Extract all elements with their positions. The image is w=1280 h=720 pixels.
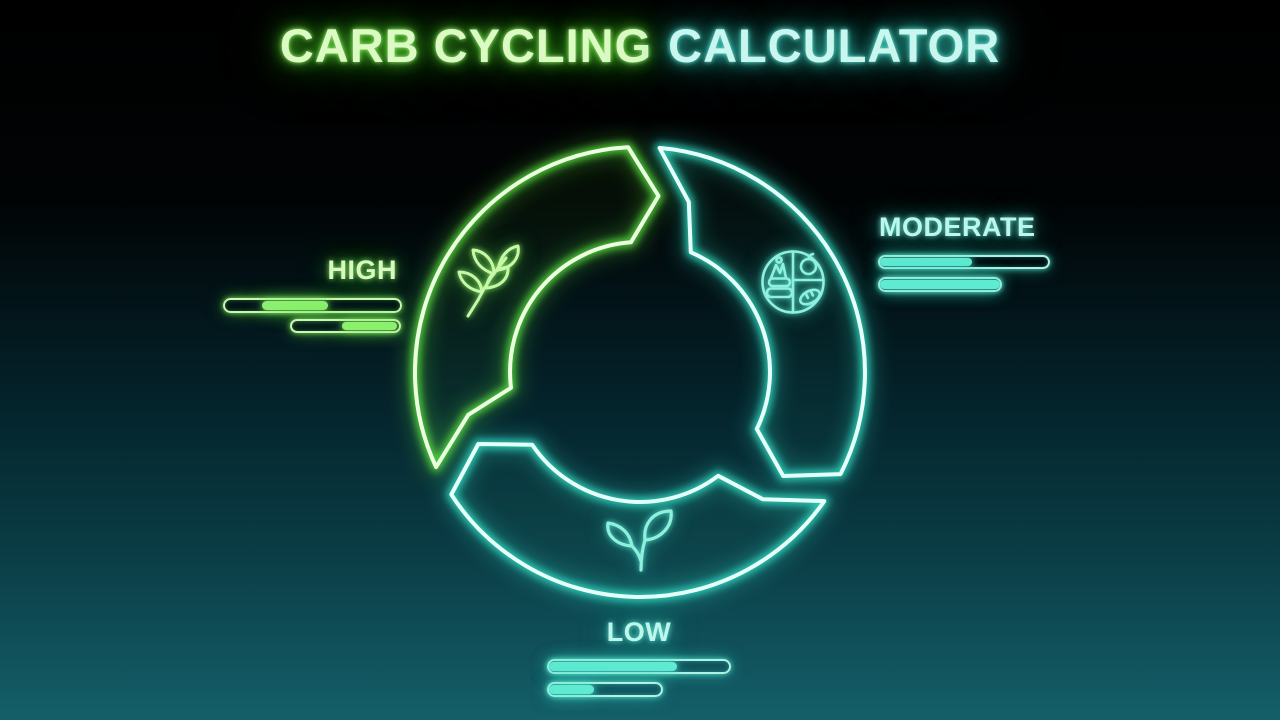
page-title: CARB CYCLING CALCULATOR xyxy=(0,18,1280,73)
moderate-bar-1 xyxy=(878,255,1050,269)
segment-high-arc xyxy=(402,134,672,481)
title-part-cyan: CALCULATOR xyxy=(668,19,1001,72)
low-bar-2-fill xyxy=(549,685,594,694)
low-label: LOW xyxy=(606,617,672,647)
moderate-label: MODERATE xyxy=(879,212,1036,242)
moderate-bar-2 xyxy=(878,277,1002,292)
segment-low-arc xyxy=(438,431,838,610)
high-bar-1 xyxy=(223,298,402,313)
wheat-icon xyxy=(457,244,520,318)
sprout-icon xyxy=(606,509,673,572)
high-bar-1-fill xyxy=(261,301,329,310)
nutrition-plate-icon xyxy=(761,250,825,314)
segment-moderate-arc xyxy=(646,134,878,489)
high-bar-2-fill xyxy=(342,322,397,330)
moderate-bar-2-fill xyxy=(880,280,1000,289)
title-part-green: CARB CYCLING xyxy=(279,19,653,72)
high-label: HIGH xyxy=(327,255,397,285)
low-bar-1 xyxy=(547,659,731,674)
moderate-bar-1-fill xyxy=(880,258,973,266)
low-bar-1-fill xyxy=(549,662,677,671)
low-bar-2 xyxy=(547,682,663,697)
high-bar-2 xyxy=(290,319,401,333)
